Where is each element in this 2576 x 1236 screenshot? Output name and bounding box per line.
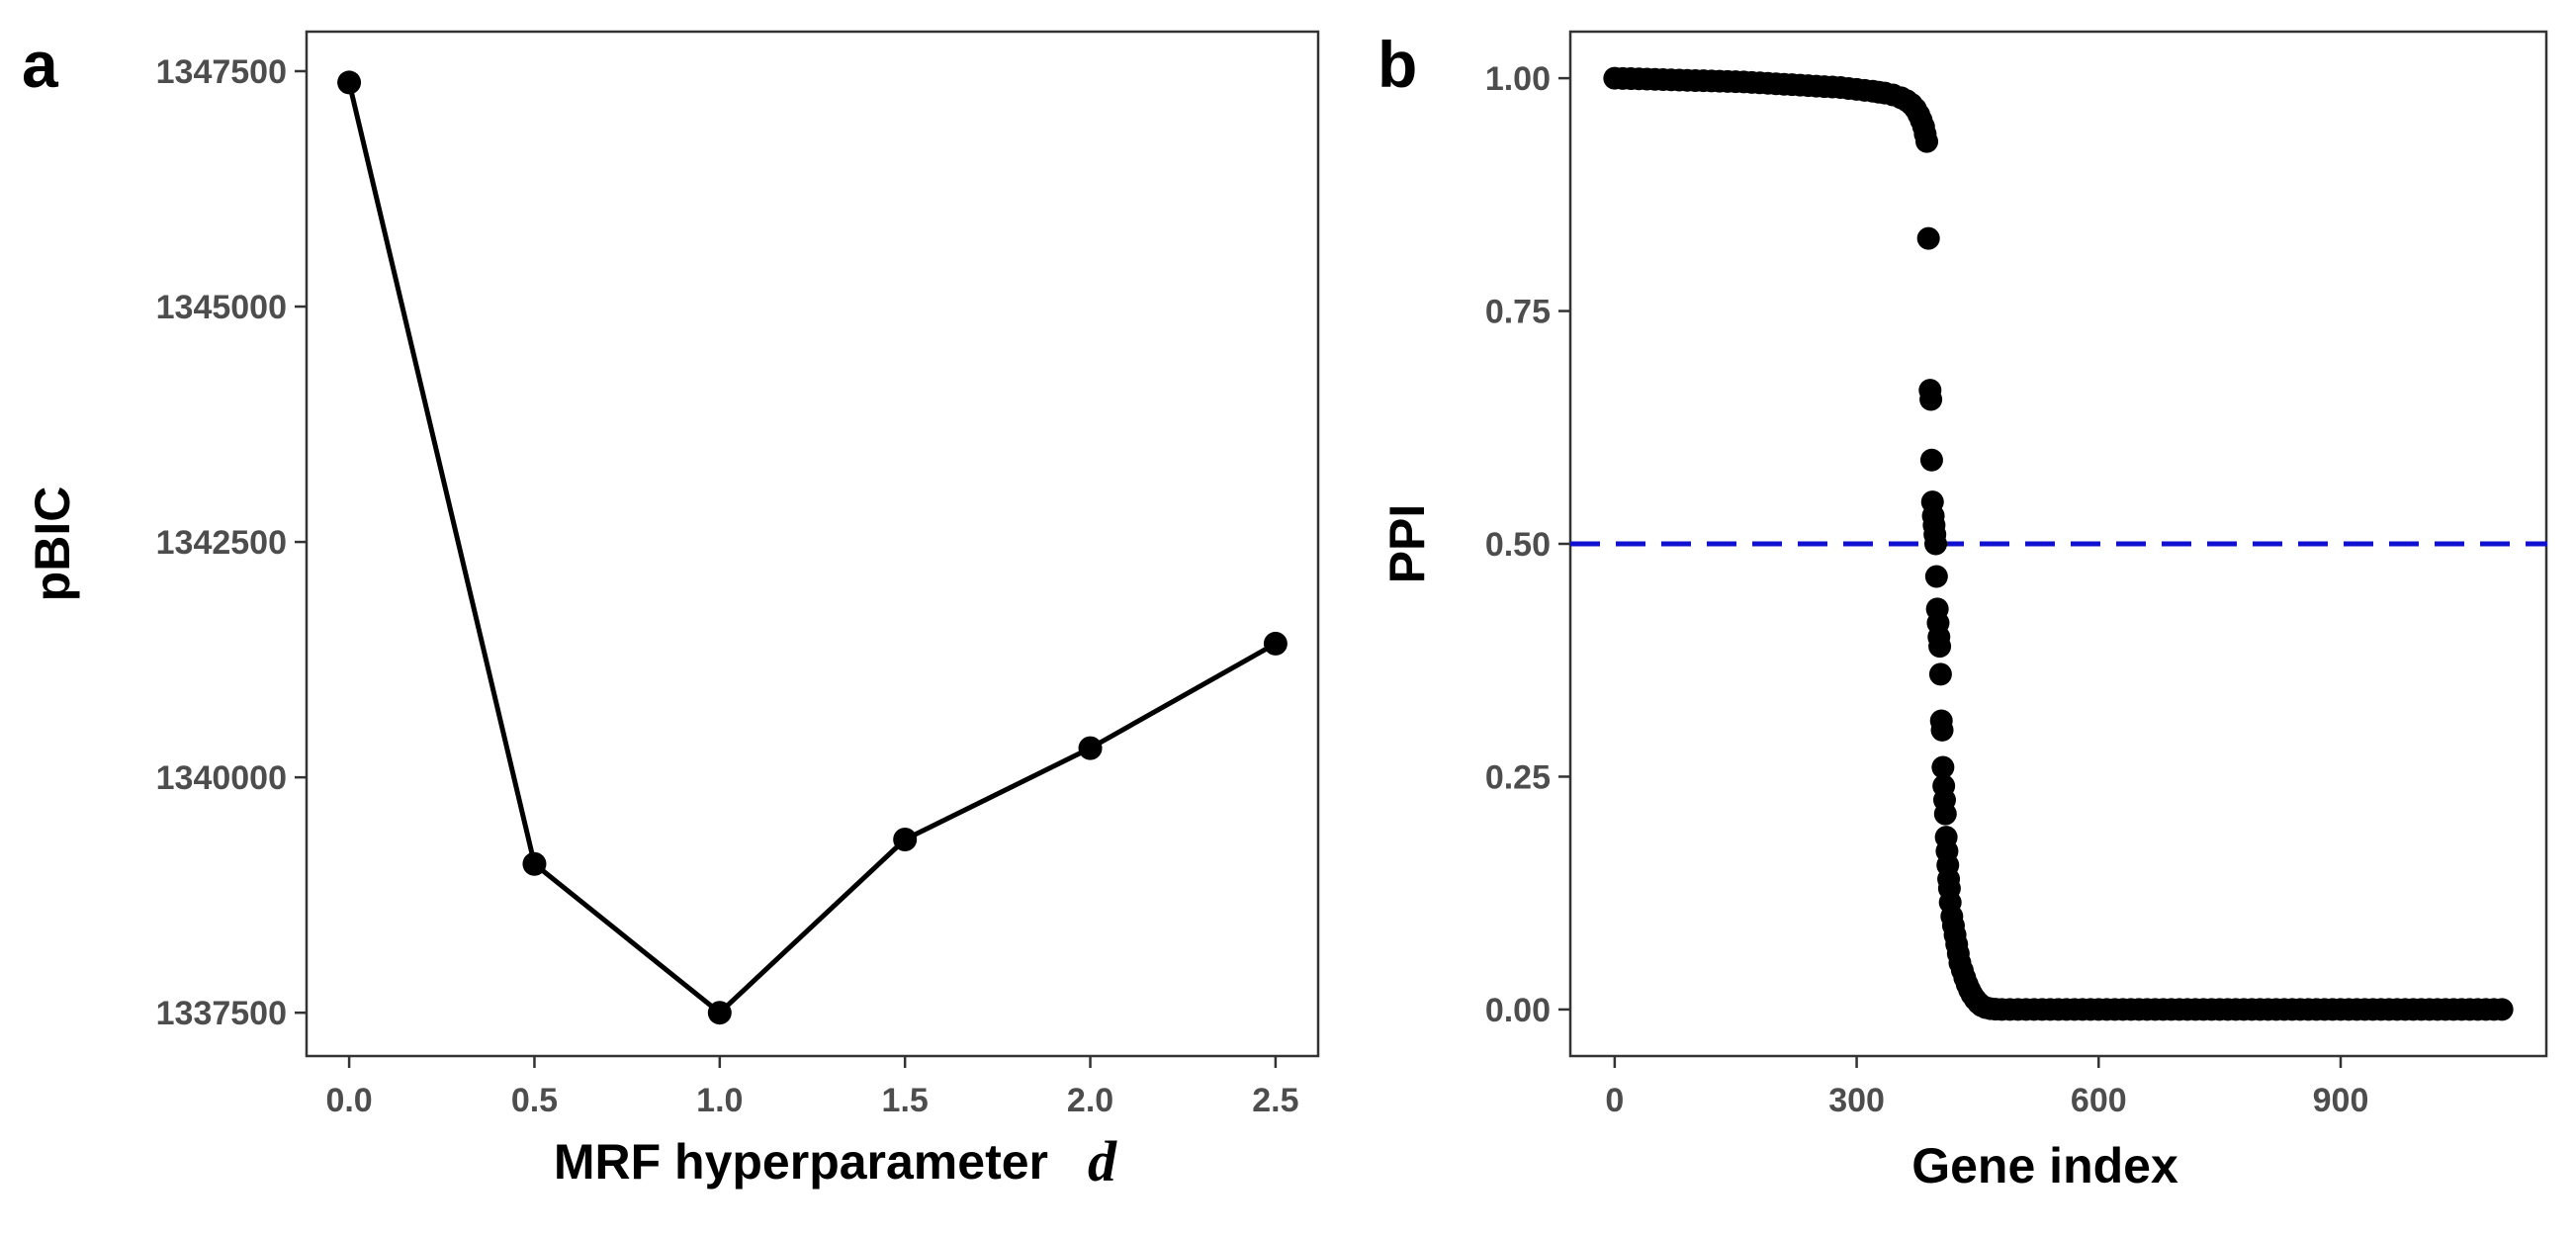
data-point — [1924, 532, 1948, 556]
panel-a-x-axis: 0.0 0.5 1.0 1.5 2.0 2.5 — [325, 1056, 1299, 1119]
panel-b-y-axis-title: PPI — [1379, 504, 1435, 584]
panel-b-letter: b — [1377, 28, 1417, 101]
panel-a-y-axis: 1337500 1340000 1342500 1345000 1347500 — [156, 53, 307, 1032]
y-tick-label: 0.75 — [1485, 294, 1551, 331]
x-tick-label: 900 — [2313, 1082, 2369, 1119]
panel-b-y-axis: 0.00 0.25 0.50 0.75 1.00 — [1485, 60, 1570, 1029]
x-tick-label: 1.5 — [882, 1082, 929, 1119]
panel-b-x-axis-title: Gene index — [1911, 1138, 2178, 1193]
panel-b: b 0.00 0.25 0.50 0.75 1.00 0 300 600 900 PPI Ge… — [1377, 28, 2548, 1193]
data-point — [1933, 802, 1957, 826]
data-point — [2490, 998, 2514, 1021]
data-point — [1928, 635, 1952, 659]
data-point — [1919, 448, 1943, 472]
data-point — [522, 851, 547, 876]
x-tick-label: 300 — [1828, 1082, 1885, 1119]
series-line — [346, 81, 1278, 1015]
x-tick-label: 2.0 — [1067, 1082, 1113, 1119]
y-tick-label: 1345000 — [156, 289, 287, 326]
data-point — [1915, 130, 1939, 153]
y-tick-label: 0.50 — [1485, 526, 1551, 564]
data-point — [1916, 226, 1940, 250]
y-tick-label: 1340000 — [156, 759, 287, 797]
panel-a-x-axis-title-group: MRF hyperparameter d — [554, 1129, 1117, 1193]
data-point — [1919, 388, 1943, 411]
panel-a-plot-frame — [305, 30, 1320, 1058]
panel-b-x-axis: 0 300 600 900 — [1605, 1056, 2368, 1119]
data-point — [1924, 565, 1948, 588]
x-tick-label: 600 — [2071, 1082, 2127, 1119]
data-point — [707, 1001, 732, 1025]
x-tick-label: 0.0 — [325, 1082, 372, 1119]
panel-b-series — [1603, 66, 2514, 1021]
x-tick-label: 2.5 — [1252, 1082, 1298, 1119]
x-tick-label: 1.0 — [696, 1082, 743, 1119]
data-point — [893, 827, 918, 851]
panel-a-x-axis-symbol: d — [1088, 1129, 1117, 1193]
panel-a-x-axis-title: MRF hyperparameter — [554, 1134, 1048, 1190]
y-tick-label: 1337500 — [156, 995, 287, 1032]
data-point — [337, 70, 362, 95]
data-point — [1263, 631, 1288, 656]
y-tick-label: 0.00 — [1485, 992, 1551, 1029]
y-tick-label: 0.25 — [1485, 758, 1551, 796]
y-tick-label: 1.00 — [1485, 60, 1551, 98]
data-point — [1930, 718, 1954, 742]
panel-a-series — [337, 70, 1288, 1025]
panel-a-y-axis-title: pBIC — [25, 486, 80, 602]
x-tick-label: 0.5 — [511, 1082, 558, 1119]
panel-a: a 1337500 1340000 1342500 1345000 1347500 0.… — [22, 28, 1320, 1193]
data-point — [1928, 662, 1952, 686]
data-point — [1078, 736, 1103, 760]
y-tick-label: 1342500 — [156, 524, 287, 562]
data-point — [1931, 755, 1955, 779]
panel-a-letter: a — [22, 28, 59, 101]
y-tick-label: 1347500 — [156, 53, 287, 91]
x-tick-label: 0 — [1605, 1082, 1624, 1119]
